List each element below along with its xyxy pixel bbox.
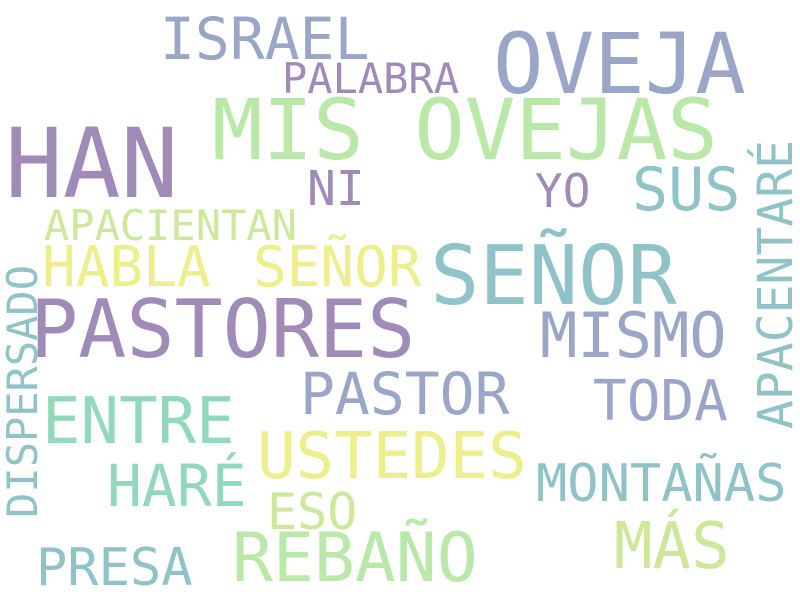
word-yo: YO — [535, 164, 591, 218]
word-toda: TODA — [593, 369, 728, 434]
word-mas: MÁS — [614, 510, 730, 584]
word-oveja: OVEJA — [493, 15, 746, 113]
word-pastores: PASTORES — [30, 283, 416, 376]
word-pastor: PASTOR — [300, 360, 510, 428]
word-ustedes: USTEDES — [257, 420, 527, 494]
word-mismo: MISMO — [540, 299, 727, 372]
word-eso: ESO — [267, 483, 358, 541]
word-ni: NI — [307, 161, 365, 217]
word-montanas: MONTAÑAS — [536, 454, 787, 514]
word-hare: HARÉ — [107, 452, 247, 520]
word-presa: PRESA — [36, 538, 193, 598]
word-rebano: REBAÑO — [232, 519, 478, 598]
word-sus: SUS — [632, 155, 741, 225]
word-han: HAN — [5, 108, 179, 220]
word-entre: ENTRE — [42, 385, 235, 459]
word-senor-large: SEÑOR — [430, 229, 677, 324]
word-palabra: PALABRA — [282, 54, 460, 103]
word-senor-small: SEÑOR — [253, 235, 422, 300]
word-apacientan: APACIENTAN — [44, 201, 297, 250]
word-israel: ISRAEL — [160, 5, 370, 73]
word-habla: HABLA — [42, 235, 211, 300]
word-mis-ovejas: MIS OVEJAS — [212, 81, 718, 179]
word-dispersado: DISPERSADO — [0, 265, 47, 518]
word-apacentare: APACENTARÉ — [748, 140, 800, 429]
